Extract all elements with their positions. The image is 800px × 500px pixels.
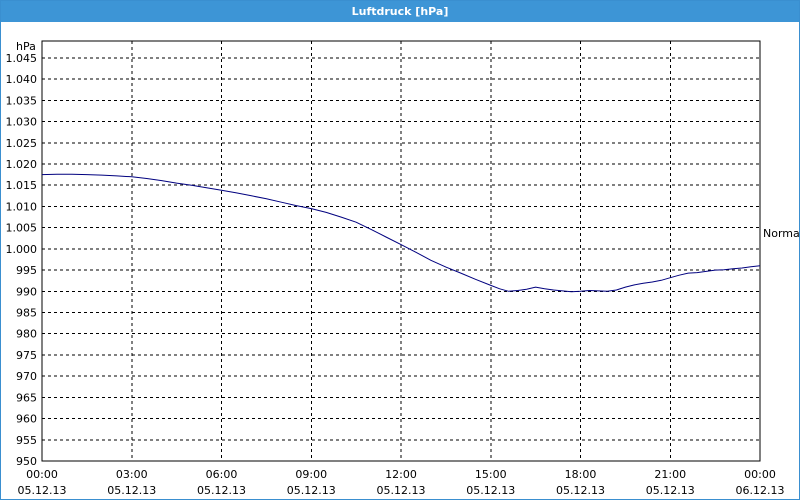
x-tick-label-date: 05.12.13 <box>377 484 426 497</box>
x-tick-label-date: 06.12.13 <box>736 484 785 497</box>
y-tick-label: 1.025 <box>6 137 38 150</box>
x-axis: 00:00 05.12.13 03:00 05.12.13 06:00 05.12.13 0… <box>18 468 785 497</box>
x-tick-label-date: 05.12.13 <box>466 484 515 497</box>
y-tick-label: 1.030 <box>6 116 38 129</box>
x-tick-label-time: 06:00 <box>206 468 238 481</box>
y-tick-label: 1.010 <box>6 200 38 213</box>
y-tick-label: 990 <box>16 285 37 298</box>
y-tick-label: 1.000 <box>6 243 38 256</box>
y-tick-label: 1.045 <box>6 52 38 65</box>
x-tick-label-date: 05.12.13 <box>287 484 336 497</box>
y-tick-label: 1.020 <box>6 158 38 171</box>
series-points <box>41 174 761 292</box>
y-tick-label: 1.035 <box>6 94 38 107</box>
plot-frame <box>41 40 761 462</box>
x-tick-label-time: 03:00 <box>116 468 148 481</box>
window-title: Luftdruck [hPa] <box>1 1 799 22</box>
x-tick-label-time: 18:00 <box>565 468 597 481</box>
x-tick-label-date: 05.12.13 <box>556 484 605 497</box>
y-tick-label: 1.040 <box>6 73 38 86</box>
y-tick-label: 980 <box>16 328 37 341</box>
x-tick-label-time: 21:00 <box>654 468 686 481</box>
y-axis: 950 955 960 965 970 975 980 985 990 995 1.000 1.005… <box>6 52 38 468</box>
x-tick-label-date: 05.12.13 <box>646 484 695 497</box>
x-tick-label-time: 15:00 <box>475 468 507 481</box>
reference-line-label: Normal <box>763 227 800 240</box>
x-tick-label-time: 09:00 <box>295 468 327 481</box>
x-tick-label-time: 00:00 <box>26 468 58 481</box>
x-tick-label-date: 05.12.13 <box>18 484 67 497</box>
y-tick-label: 955 <box>16 434 37 447</box>
x-tick-label-date: 05.12.13 <box>107 484 156 497</box>
y-tick-label: 970 <box>16 370 37 383</box>
y-tick-label: 1.015 <box>6 179 38 192</box>
y-tick-label: 950 <box>16 455 37 468</box>
y-axis-label: hPa <box>16 40 36 53</box>
y-tick-label: 995 <box>16 264 37 277</box>
y-tick-label: 1.005 <box>6 222 38 235</box>
y-tick-label: 975 <box>16 349 37 362</box>
y-tick-label: 960 <box>16 413 37 426</box>
x-tick-label-time: 12:00 <box>385 468 417 481</box>
x-tick-label-date: 05.12.13 <box>197 484 246 497</box>
y-tick-label: 985 <box>16 307 37 320</box>
x-tick-label-time: 00:00 <box>744 468 776 481</box>
y-tick-label: 965 <box>16 391 37 404</box>
grid <box>42 41 760 461</box>
